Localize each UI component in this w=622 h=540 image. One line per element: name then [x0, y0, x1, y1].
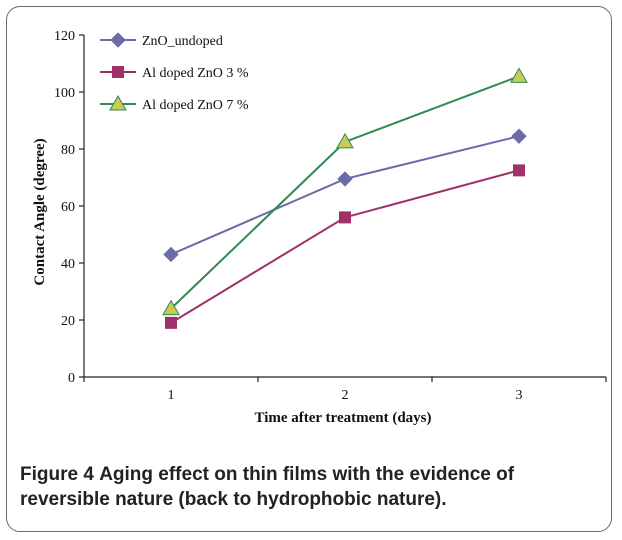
data-point	[513, 164, 525, 176]
data-point	[165, 317, 177, 329]
legend-entry: Al doped ZnO 3 %	[100, 66, 249, 81]
data-point	[339, 211, 351, 223]
y-tick-label: 0	[68, 371, 75, 386]
caption-text: Aging effect on thin films with the evid…	[20, 464, 514, 510]
data-point	[511, 68, 527, 82]
legend-entry: Al doped ZnO 7 %	[100, 96, 249, 113]
y-tick-label: 40	[61, 257, 75, 272]
y-axis-label: Contact Angle (degree)	[32, 138, 48, 285]
x-tick-label: 1	[168, 388, 175, 403]
series-1	[164, 129, 526, 261]
legend-label: Al doped ZnO 7 %	[142, 98, 249, 113]
line-chart: 0 20 40 60 80 100 120 1 2 3 ZnO_undoped Al doped Z…	[0, 0, 622, 460]
series-2	[165, 164, 525, 328]
data-point	[512, 129, 526, 143]
data-point	[164, 247, 178, 261]
legend-label: ZnO_undoped	[142, 34, 223, 49]
x-axis-label: Time after treatment (days)	[254, 410, 431, 426]
x-tick-label: 3	[516, 388, 523, 403]
legend-entry: ZnO_undoped	[100, 33, 223, 49]
y-tick-label: 20	[61, 314, 75, 329]
data-point	[337, 134, 353, 148]
chart-axes: 0 20 40 60 80 100 120 1 2 3	[54, 29, 606, 403]
data-point	[338, 172, 352, 186]
legend-marker	[112, 66, 124, 78]
legend-marker	[111, 33, 125, 47]
series-line	[171, 170, 519, 322]
caption-label: Figure 4	[20, 464, 94, 485]
y-tick-label: 120	[54, 29, 75, 44]
figure-caption: Figure 4 Aging effect on thin films with…	[20, 462, 600, 512]
y-tick-label: 80	[61, 143, 75, 158]
y-tick-label: 60	[61, 200, 75, 215]
series-line	[171, 136, 519, 254]
y-tick-label: 100	[54, 86, 75, 101]
x-tick-label: 2	[342, 388, 349, 403]
chart-legend: ZnO_undoped Al doped ZnO 3 % Al doped ZnO …	[100, 33, 249, 113]
legend-label: Al doped ZnO 3 %	[142, 66, 249, 81]
